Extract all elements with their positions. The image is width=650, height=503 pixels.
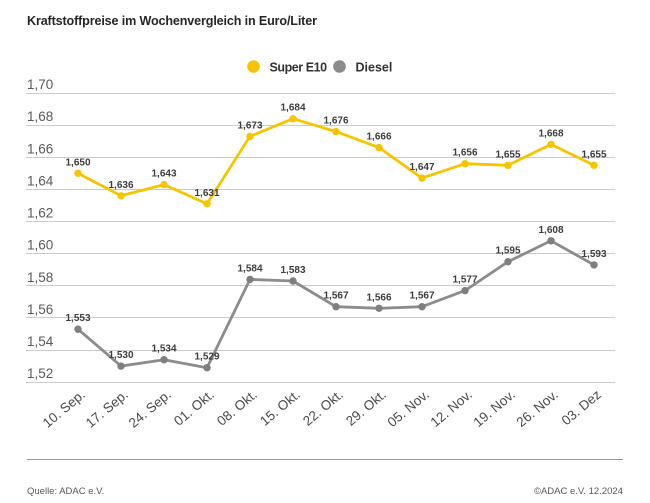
svg-text:1,68: 1,68 [27, 109, 53, 124]
svg-text:1,534: 1,534 [151, 344, 176, 355]
svg-text:Super E10: Super E10 [270, 61, 328, 75]
svg-text:1,56: 1,56 [27, 302, 53, 317]
svg-text:1,64: 1,64 [27, 173, 54, 188]
svg-text:1,650: 1,650 [65, 157, 90, 168]
svg-text:1,584: 1,584 [237, 263, 262, 274]
svg-text:1,643: 1,643 [151, 169, 176, 180]
svg-text:1,567: 1,567 [409, 291, 434, 302]
svg-text:1,58: 1,58 [27, 270, 53, 285]
svg-text:1,62: 1,62 [27, 206, 53, 221]
svg-text:1,583: 1,583 [280, 265, 305, 276]
svg-text:1,530: 1,530 [108, 350, 133, 361]
svg-text:1,666: 1,666 [366, 132, 391, 143]
svg-text:1,676: 1,676 [323, 116, 348, 127]
svg-text:1,70: 1,70 [27, 77, 53, 92]
svg-text:1,673: 1,673 [237, 120, 262, 131]
svg-text:1,54: 1,54 [27, 334, 54, 349]
svg-text:1,647: 1,647 [409, 162, 434, 173]
svg-text:©ADAC e.V. 12.2024: ©ADAC e.V. 12.2024 [534, 486, 623, 497]
svg-text:Diesel: Diesel [356, 61, 393, 75]
svg-text:1,577: 1,577 [452, 275, 477, 286]
svg-text:1,668: 1,668 [538, 128, 563, 139]
svg-text:1,595: 1,595 [495, 246, 520, 257]
svg-text:1,608: 1,608 [538, 225, 563, 236]
svg-text:1,566: 1,566 [366, 292, 391, 303]
svg-text:1,553: 1,553 [65, 313, 90, 324]
svg-text:1,60: 1,60 [27, 238, 53, 253]
svg-text:1,593: 1,593 [581, 249, 606, 260]
svg-text:1,655: 1,655 [581, 149, 606, 160]
svg-text:1,655: 1,655 [495, 149, 520, 160]
svg-text:1,656: 1,656 [452, 148, 477, 159]
svg-text:1,567: 1,567 [323, 291, 348, 302]
svg-text:1,66: 1,66 [27, 141, 53, 156]
svg-text:Quelle: ADAC e.V.: Quelle: ADAC e.V. [27, 486, 104, 497]
svg-text:1,636: 1,636 [108, 180, 133, 191]
svg-text:1,631: 1,631 [194, 188, 219, 199]
svg-text:1,529: 1,529 [194, 352, 219, 363]
svg-text:1,684: 1,684 [280, 103, 305, 114]
svg-text:Kraftstoffpreise im Wochenverg: Kraftstoffpreise im Wochenvergleich in E… [27, 14, 317, 28]
svg-text:1,52: 1,52 [27, 366, 53, 381]
